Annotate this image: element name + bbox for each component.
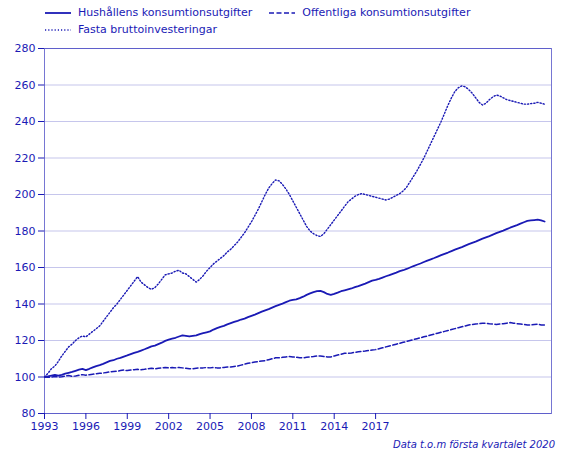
svg-text:120: 120: [15, 334, 36, 347]
html-text:Hushållens konsumtionsutgifter: Hushållens konsumtionsutgifter: [78, 6, 253, 19]
html-text:Fasta bruttoinvesteringar: Fasta bruttoinvesteringar: [78, 23, 218, 36]
svg-text:200: 200: [15, 188, 36, 201]
svg-text:240: 240: [15, 115, 36, 128]
svg-text:1993: 1993: [31, 420, 59, 433]
svg-text:1996: 1996: [72, 420, 100, 433]
svg-text:260: 260: [15, 79, 36, 92]
svg-text:2005: 2005: [196, 420, 224, 433]
svg-text:2017: 2017: [362, 420, 390, 433]
svg-text:2011: 2011: [279, 420, 307, 433]
html-text:Offentliga konsumtionsutgifter: Offentliga konsumtionsutgifter: [302, 6, 471, 19]
svg-text:2002: 2002: [155, 420, 183, 433]
svg-text:160: 160: [15, 261, 36, 274]
svg-text:220: 220: [15, 152, 36, 165]
svg-text:180: 180: [15, 225, 36, 238]
svg-text:2014: 2014: [320, 420, 348, 433]
svg-text:140: 140: [15, 298, 36, 311]
svg-text:280: 280: [15, 42, 36, 55]
svg-text:2008: 2008: [237, 420, 265, 433]
svg-text:1999: 1999: [113, 420, 141, 433]
svg-text:80: 80: [22, 407, 36, 420]
html-text:Data t.o.m första kvartalet 20: Data t.o.m första kvartalet 2020: [393, 439, 555, 450]
svg-text:100: 100: [15, 371, 36, 384]
